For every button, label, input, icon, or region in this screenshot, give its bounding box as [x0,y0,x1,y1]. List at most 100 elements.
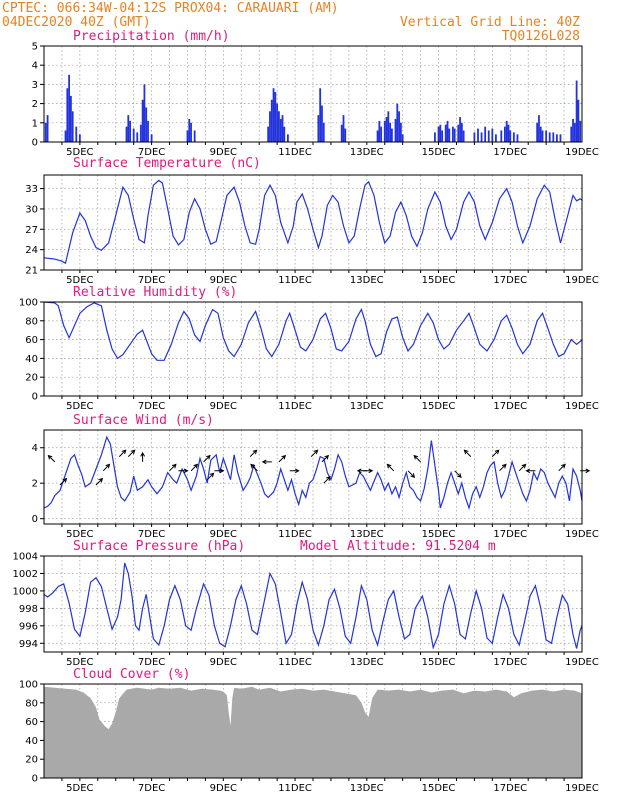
precip-bar [507,124,510,142]
wind-ytick-label: 0 [32,514,38,525]
cloud-xtick-label: 19DEC [565,783,599,794]
precip-bar [509,130,512,142]
precip-ytick-label: 5 [32,42,38,53]
precip-bar [193,130,196,142]
cloud-xtick-label: 15DEC [422,783,456,794]
pressure-ytick-label: 1002 [13,569,38,580]
temp-xtick-label: 11DEC [278,275,312,286]
wind-xtick-label: 7DEC [138,529,165,540]
wind-arrow [169,463,177,472]
wind-arrow [127,449,136,457]
wind-arrow [463,449,472,457]
precip-bar [391,128,393,142]
precip-bar [68,74,71,142]
cloud-xtick-label: 13DEC [350,783,384,794]
precip-bar [376,130,379,142]
precip-bar [186,130,189,142]
temp-ytick-label: 30 [25,204,38,215]
header-date: 04DEC2020 40Z (GMT) [2,15,151,30]
precip-bar [572,118,574,142]
cloud-xtick-label: 11DEC [278,783,312,794]
wind-arrow [178,468,189,474]
precip-bar [552,132,555,142]
wind-arrow [323,476,331,484]
precip-bar [136,132,139,142]
precip-bar [503,126,506,142]
precip-bar [451,126,454,142]
cloud-ytick-label: 60 [25,717,38,728]
precip-bar [281,115,284,142]
precip-bar [536,122,539,142]
precip-bar [453,128,456,142]
precip-bar [541,130,544,142]
rh-frame [43,301,583,397]
precip-bar [125,126,128,142]
temp-xtick-label: 7DEC [138,275,165,286]
precip-bar [441,130,444,142]
rh-ytick-label: 0 [32,392,38,403]
precip-bar [145,107,148,142]
rh-series-line [43,301,583,361]
temp-xtick-label: 5DEC [66,275,93,286]
precip-bar [446,120,449,142]
precip-bar [286,134,289,142]
wind-arrow [278,454,287,463]
temp-xtick-label: 15DEC [422,275,456,286]
precip-bar [317,115,320,142]
precip-bar [491,128,494,142]
precip-bar [75,126,78,142]
precip-bar [272,88,275,142]
header-model-code: TQ0126L028 [502,29,580,44]
wind-arrow [47,454,56,463]
precip-bar [495,134,497,142]
pressure-ytick-label: 996 [19,621,38,632]
temp-ytick-label: 27 [25,225,38,236]
precip-bar [396,103,399,142]
wind-arrow [518,463,527,472]
wind-arrow [310,449,319,457]
wind-xtick-label: 15DEC [422,529,456,540]
precip-bar [46,115,49,142]
rh-xtick-label: 13DEC [350,401,384,412]
wind-arrow [558,463,566,472]
precip-bar [383,120,386,142]
header-grid-line: Vertical Grid Line: 40Z [400,15,580,30]
precip-bar [267,126,270,142]
wind-arrow [356,468,367,474]
precip-bar [434,132,436,142]
precip-bar [274,92,277,142]
precip-panel: 0 1 2 3 4 5 5DEC 7DEC 9DEC 11DEC 13DEC 15DEC 17DEC 19… [32,42,599,159]
pressure-xtick-label: 19DEC [565,657,599,668]
precip-title: Precipitation (mm/h) [73,29,230,44]
precip-bar [143,84,146,142]
precip-bar [570,126,573,142]
precip-bar [64,130,67,142]
precip-bar [150,134,153,142]
precip-bar [548,132,551,142]
wind-title: Surface Wind (m/s) [73,413,214,428]
cloud-xtick-label: 9DEC [210,783,237,794]
cloud-xtick-label: 17DEC [493,783,527,794]
precip-bar [512,132,515,142]
precip-bar [127,115,130,142]
pressure-xtick-label: 17DEC [493,657,527,668]
wind-arrow [321,454,330,463]
wind-arrow [454,470,462,478]
precip-xtick-label: 15DEC [422,147,456,158]
pressure-ytick-label: 998 [19,604,38,615]
precip-bar [487,130,490,142]
wind-ytick-label: 2 [32,479,38,490]
pressure-xtick-label: 5DEC [66,657,93,668]
cloud-ytick-label: 20 [25,755,38,766]
temp-xtick-label: 13DEC [350,275,384,286]
pressure-xtick-label: 7DEC [138,657,165,668]
precip-bar [78,134,81,142]
pressure-xtick-label: 11DEC [278,657,312,668]
precip-bar [439,124,442,142]
precip-bar [401,134,404,142]
rh-ytick-label: 80 [25,316,38,327]
precip-bar [321,105,323,142]
precip-ytick-label: 4 [32,61,38,72]
precip-xtick-label: 11DEC [278,147,312,158]
precip-xtick-label: 7DEC [138,147,165,158]
